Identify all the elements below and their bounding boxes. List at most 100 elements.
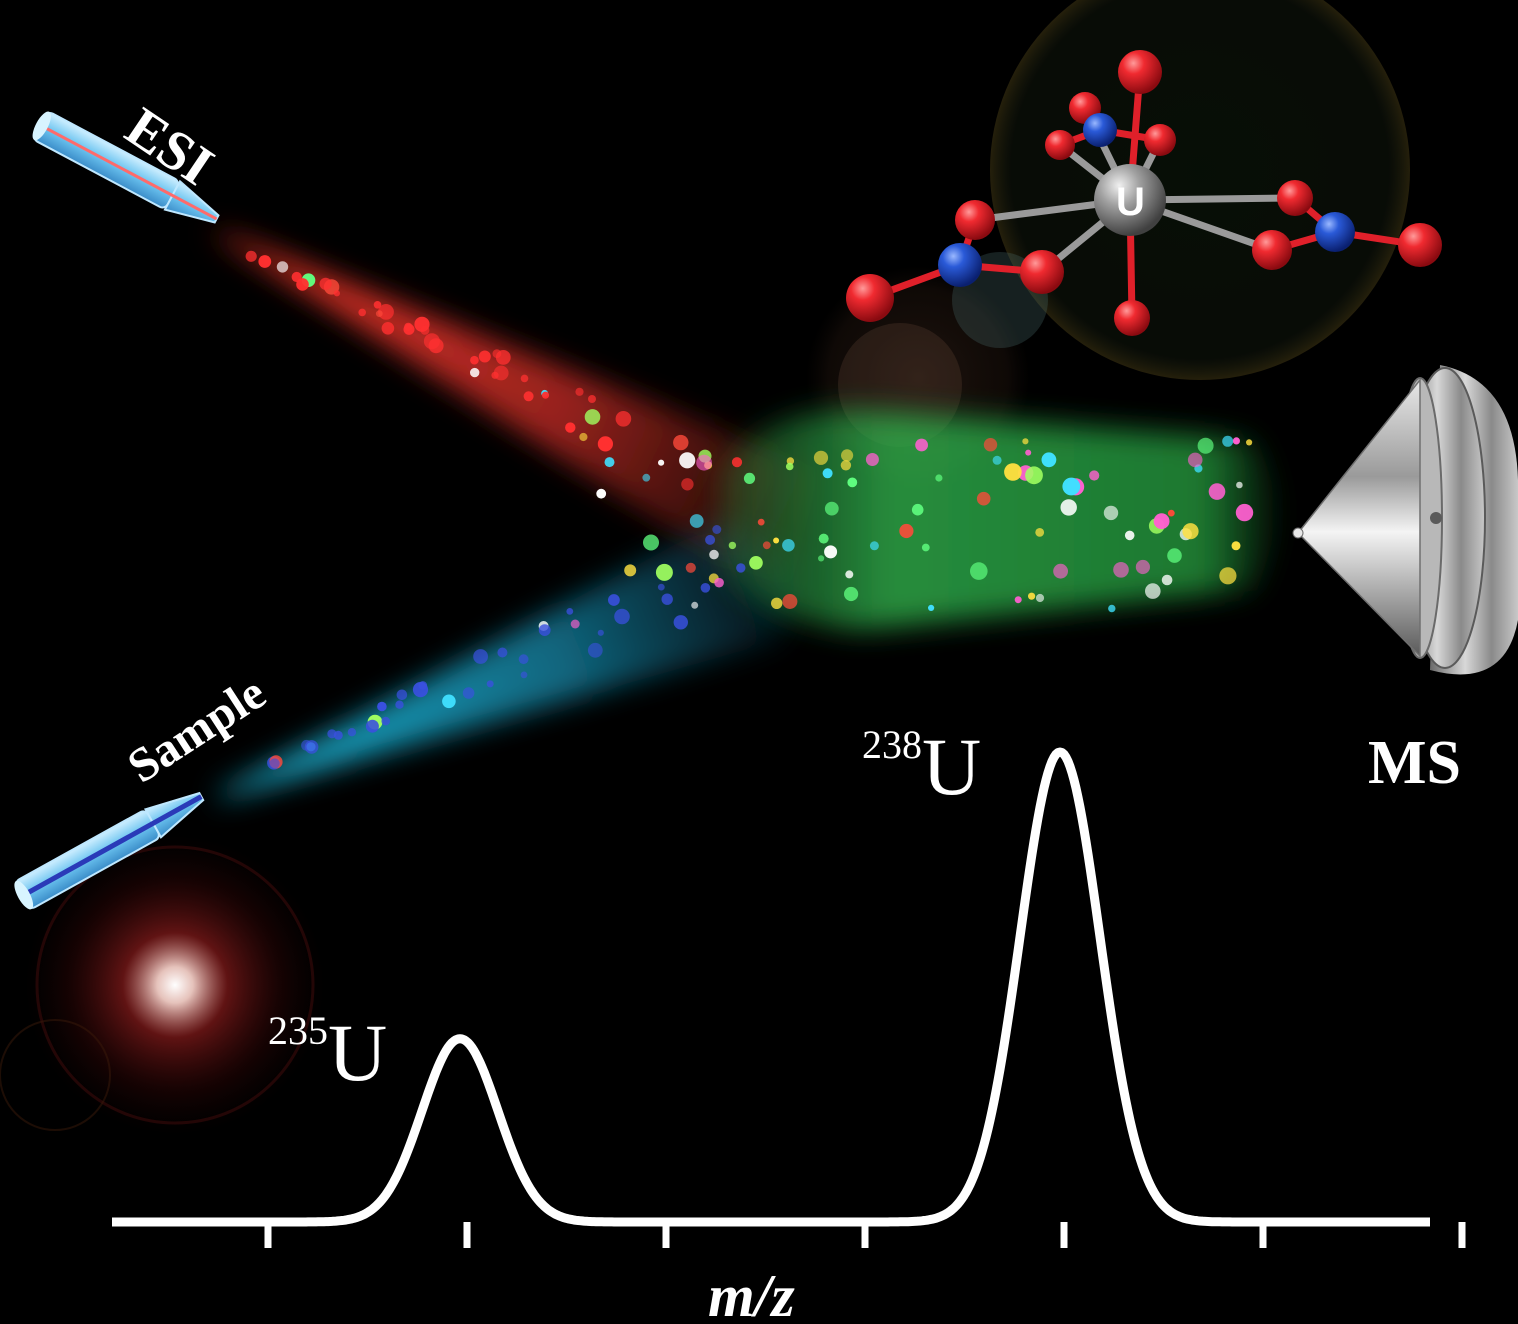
red-droplet [541, 391, 550, 399]
red-droplet [381, 322, 395, 335]
red-droplet [681, 478, 694, 491]
mixed-droplet [841, 449, 854, 462]
red-droplet [245, 250, 257, 262]
blue-droplet [538, 624, 551, 636]
mixed-droplet [1062, 477, 1081, 496]
blue-droplet [395, 700, 404, 709]
peak-label-u238: 238U [862, 725, 981, 808]
blue-droplet [587, 642, 603, 658]
mixed-droplet [1022, 438, 1029, 445]
blue-droplet [705, 534, 716, 545]
mixed-droplet [869, 541, 879, 551]
mixed-droplet [844, 586, 859, 602]
mixed-droplet [689, 514, 704, 528]
mixed-droplet [1187, 452, 1203, 468]
red-droplet [615, 411, 632, 427]
red-droplet [333, 290, 340, 297]
blue-droplet [377, 701, 387, 712]
red-droplet [523, 391, 534, 402]
mixed-droplet [847, 477, 858, 488]
mixed-droplet [1231, 541, 1241, 551]
red-droplet [258, 255, 272, 268]
red-droplet [404, 322, 413, 331]
mixed-droplet [786, 457, 795, 465]
blue-droplet [518, 654, 529, 665]
droplets [245, 250, 1254, 770]
mixed-droplet [696, 454, 712, 471]
mixed-droplet [785, 462, 794, 471]
mixed-droplet [1135, 559, 1150, 575]
red-droplet [520, 374, 529, 383]
blue-droplet [608, 594, 620, 606]
lens-flare-icon [25, 835, 325, 1135]
mixed-droplet [679, 452, 696, 469]
isotope-mass: 238 [862, 722, 922, 767]
mixed-droplet [1025, 449, 1032, 456]
blue-droplet [661, 593, 673, 605]
red-droplet [470, 355, 479, 365]
esi-spray-beam [210, 230, 820, 590]
mixed-droplet [915, 438, 928, 452]
mixed-droplet [642, 473, 651, 482]
red-droplet [579, 432, 588, 442]
mixed-droplet [970, 562, 988, 580]
red-droplet [373, 301, 382, 309]
blue-droplet [570, 619, 580, 629]
red-droplet [378, 304, 394, 320]
blue-droplet [269, 758, 280, 769]
mixed-droplet [1167, 548, 1182, 563]
peak-label-u235: 235U [268, 1011, 387, 1094]
red-droplet [493, 365, 509, 381]
blue-droplet [473, 649, 488, 664]
mixed-droplet [983, 438, 998, 452]
mixed-droplet [899, 523, 914, 539]
mixed-droplet [911, 503, 924, 516]
red-droplet [358, 308, 367, 317]
blue-droplet [566, 608, 574, 615]
mixed-droplet [1025, 466, 1043, 485]
red-droplet [420, 325, 430, 335]
mixed-droplet [1028, 592, 1036, 600]
mixed-droplet [840, 460, 852, 471]
mixed-droplet [643, 534, 659, 551]
blue-droplet [304, 740, 319, 754]
blue-droplet [712, 525, 722, 534]
mixed-droplet [1197, 437, 1214, 454]
blue-droplet [657, 583, 665, 591]
red-droplet [470, 367, 480, 378]
mixed-droplet [709, 549, 719, 560]
mixed-droplet [1124, 530, 1135, 541]
merged-plume [720, 410, 1275, 630]
mixed-droplet [673, 434, 689, 451]
red-droplet [597, 436, 614, 452]
uranium-atom-label: U [1116, 180, 1145, 224]
mixed-droplet [1167, 509, 1175, 517]
red-droplet [276, 261, 289, 273]
blue-droplet [520, 671, 528, 679]
mixed-droplet [771, 597, 783, 609]
mixed-droplet [658, 459, 665, 466]
mixed-droplet [976, 491, 991, 506]
ms-inlet-cone-icon [1292, 365, 1518, 675]
mixed-droplet [818, 555, 825, 562]
mixed-droplet [1182, 523, 1199, 540]
mixed-droplet [1004, 463, 1022, 481]
mixed-droplet [782, 539, 795, 552]
mixed-droplet [1103, 505, 1119, 521]
element-symbol: U [328, 1007, 388, 1098]
mixed-droplet [921, 543, 930, 552]
blue-droplet [700, 583, 711, 593]
mixed-droplet [655, 563, 673, 581]
mixed-droplet [1108, 604, 1116, 613]
red-droplet [588, 395, 596, 403]
mixed-droplet [992, 455, 1002, 465]
halo-big [990, 0, 1410, 380]
blue-droplet [396, 689, 408, 701]
red-droplet [375, 310, 383, 317]
esi-capillary-icon [32, 111, 220, 224]
mixed-droplet [757, 518, 765, 526]
mixed-droplet [1235, 503, 1254, 522]
red-droplet [575, 387, 584, 396]
mixed-droplet [1089, 470, 1100, 481]
